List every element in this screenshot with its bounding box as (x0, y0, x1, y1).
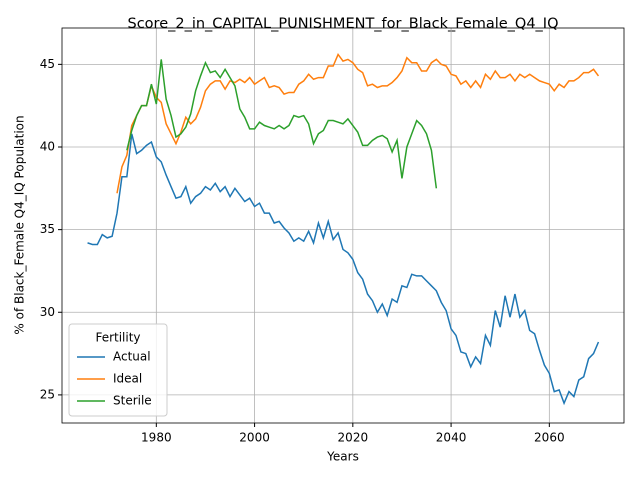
x-axis-label: Years (326, 450, 359, 464)
y-tick-label: 30 (40, 305, 55, 319)
x-tick-label: 2040 (436, 431, 467, 445)
plot-frame (61, 27, 625, 424)
x-tick-label: 1980 (141, 431, 172, 445)
y-tick-label: 25 (40, 387, 55, 401)
line-series (126, 59, 438, 189)
y-tick-label: 35 (40, 222, 55, 236)
y-tick-label: 45 (40, 57, 55, 71)
legend-label: Actual (113, 350, 151, 364)
legend-title: Fertility (95, 331, 140, 345)
legend-label: Ideal (113, 372, 142, 386)
x-tick-label: 2060 (534, 431, 565, 445)
line-series (116, 52, 600, 194)
legend-label: Sterile (113, 394, 152, 408)
x-tick-label: 2000 (239, 431, 270, 445)
legend-box (68, 323, 168, 417)
y-tick-label: 40 (40, 139, 55, 153)
x-tick-label: 2020 (338, 431, 369, 445)
line-series (87, 133, 600, 406)
chart-title: Score_2_in_CAPITAL_PUNISHMENT_for_Black_… (128, 16, 559, 32)
y-axis-label: % of Black_Female Q4_IQ Population (13, 115, 27, 334)
